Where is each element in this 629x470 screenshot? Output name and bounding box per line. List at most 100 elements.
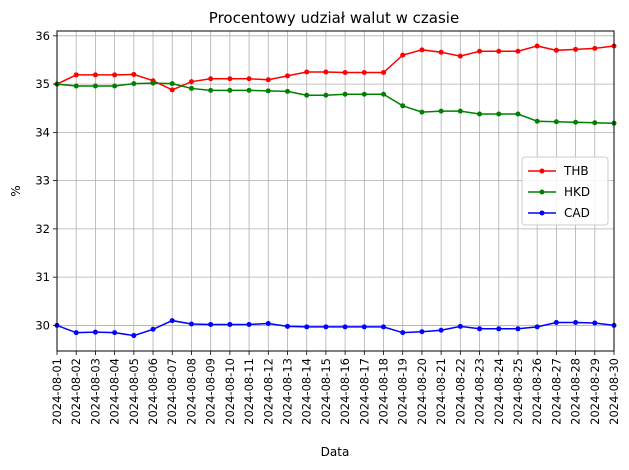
data-point — [592, 120, 598, 126]
data-point — [131, 333, 137, 339]
x-tick-label: 2024-08-15 — [319, 358, 333, 425]
data-point — [342, 324, 348, 330]
data-point — [304, 92, 310, 98]
data-point — [515, 326, 521, 332]
x-tick-label: 2024-08-25 — [511, 358, 525, 425]
x-tick-label: 2024-08-16 — [338, 358, 352, 425]
legend-marker — [539, 189, 545, 195]
x-tick-label: 2024-08-10 — [223, 358, 237, 425]
data-point — [323, 69, 329, 75]
data-point — [208, 321, 214, 327]
data-point — [553, 320, 559, 326]
x-tick-label: 2024-08-08 — [184, 358, 198, 425]
series-line — [56, 319, 615, 337]
x-tick-label: 2024-08-07 — [165, 358, 179, 425]
series-layer — [54, 43, 617, 339]
data-point — [457, 323, 463, 329]
data-point — [592, 320, 598, 326]
data-point — [457, 53, 463, 59]
data-point — [457, 108, 463, 114]
data-point — [227, 87, 233, 93]
data-point — [361, 91, 367, 97]
data-point — [265, 88, 271, 94]
y-axis-ticks: 30 31 32 33 34 35 36 — [35, 29, 57, 332]
x-tick-label: 2024-08-13 — [280, 358, 294, 425]
x-tick-label: 2024-08-04 — [108, 358, 122, 425]
x-tick-label: 2024-08-22 — [453, 358, 467, 425]
x-tick-label: 2024-08-23 — [473, 358, 487, 425]
data-point — [342, 70, 348, 76]
data-point — [381, 91, 387, 97]
data-point — [515, 48, 521, 54]
y-tick-label: 33 — [35, 174, 50, 188]
data-point — [438, 49, 444, 55]
data-point — [112, 83, 118, 89]
data-point — [381, 70, 387, 76]
data-point — [92, 72, 98, 78]
data-point — [188, 85, 194, 91]
data-point — [438, 108, 444, 114]
data-point — [304, 69, 310, 75]
legend: THB HKD CAD — [521, 156, 609, 226]
data-point — [169, 87, 175, 93]
data-point — [573, 46, 579, 52]
x-tick-label: 2024-08-19 — [396, 358, 410, 425]
x-tick-label: 2024-08-05 — [127, 358, 141, 425]
data-point — [188, 321, 194, 327]
legend-box — [521, 156, 609, 226]
x-tick-label: 2024-08-18 — [377, 358, 391, 425]
data-point — [573, 320, 579, 326]
x-tick-label: 2024-08-21 — [434, 358, 448, 425]
data-point — [323, 92, 329, 98]
plot-frame — [56, 30, 615, 352]
data-point — [150, 80, 156, 86]
data-point — [246, 76, 252, 82]
data-point — [361, 70, 367, 76]
series-hkd — [54, 80, 617, 126]
data-point — [323, 324, 329, 330]
data-point — [169, 81, 175, 87]
data-point — [381, 324, 387, 330]
legend-label: CAD — [564, 206, 590, 220]
x-axis-label: Data — [321, 445, 350, 459]
data-point — [227, 76, 233, 82]
x-tick-label: 2024-08-11 — [242, 358, 256, 425]
data-point — [73, 330, 79, 336]
data-point — [419, 47, 425, 53]
data-point — [534, 43, 540, 49]
data-point — [361, 324, 367, 330]
y-axis-label: % — [9, 185, 23, 196]
x-tick-label: 2024-08-17 — [357, 358, 371, 425]
x-tick-label: 2024-08-24 — [492, 358, 506, 425]
data-point — [400, 103, 406, 109]
data-point — [573, 119, 579, 125]
data-point — [208, 87, 214, 93]
series-cad — [54, 318, 617, 339]
data-point — [477, 326, 483, 332]
data-point — [477, 111, 483, 117]
data-point — [131, 71, 137, 77]
data-point — [73, 72, 79, 78]
data-point — [131, 81, 137, 87]
legend-label: HKD — [564, 185, 590, 199]
y-tick-label: 36 — [35, 29, 50, 43]
x-axis-ticks: 2024-08-01 2024-08-02 2024-08-03 2024-08-04… — [50, 351, 621, 425]
x-tick-label: 2024-08-27 — [549, 358, 563, 425]
legend-label: THB — [563, 164, 589, 178]
data-point — [496, 48, 502, 54]
data-point — [304, 324, 310, 330]
y-tick-label: 31 — [35, 270, 50, 284]
data-point — [438, 327, 444, 333]
x-tick-label: 2024-08-28 — [569, 358, 583, 425]
x-tick-label: 2024-08-02 — [69, 358, 83, 425]
data-point — [515, 111, 521, 117]
data-point — [246, 321, 252, 327]
x-tick-label: 2024-08-06 — [146, 358, 160, 425]
x-tick-label: 2024-08-26 — [530, 358, 544, 425]
x-tick-label: 2024-08-14 — [300, 358, 314, 425]
data-point — [534, 324, 540, 330]
series-line — [56, 45, 615, 91]
data-point — [208, 76, 214, 82]
data-point — [246, 87, 252, 93]
